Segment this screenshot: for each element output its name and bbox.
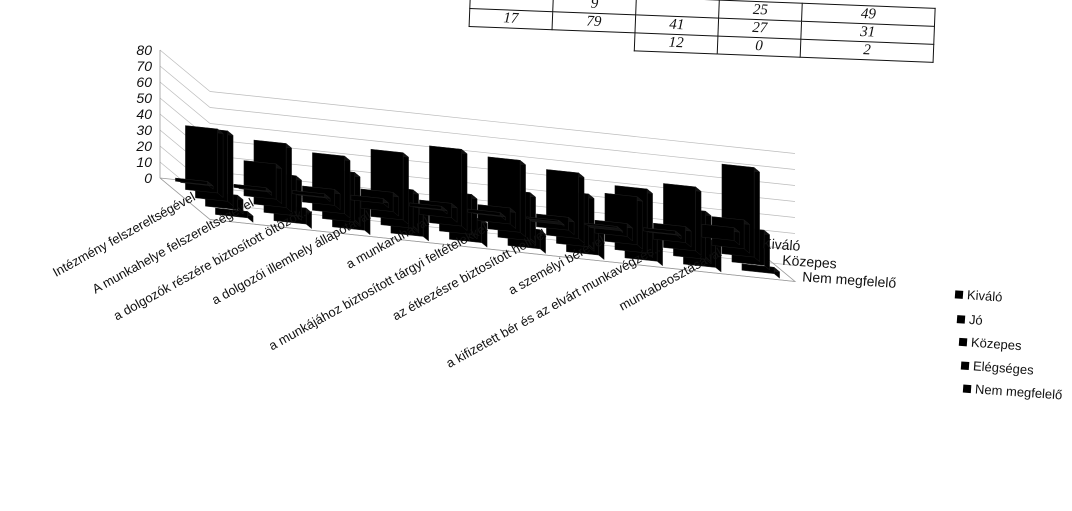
bar [663,184,701,256]
y-tick-label: 40 [136,106,152,122]
y-tick-label: 20 [135,138,152,154]
chart-bars [175,126,779,279]
depth-label: Nem megfelelő [802,268,897,291]
y-tick-label: 50 [136,90,152,106]
bar [429,146,467,231]
bar [185,126,223,198]
legend-label: Kiváló [967,287,1003,304]
depth-label: Kiváló [762,235,801,254]
legend-item: Jó [957,311,984,328]
legend-swatch [959,337,968,346]
legend-swatch [955,290,964,299]
y-tick-label: 60 [136,74,152,90]
y-tick-label: 30 [136,122,152,138]
legend-item: Kiváló [955,286,1003,304]
bar [312,153,350,219]
bar [488,157,526,237]
legend-label: Jó [968,312,983,328]
y-tick-label: 70 [136,58,152,74]
legend-swatch [963,384,972,393]
bar [605,193,643,249]
y-tick-label: 10 [136,154,152,170]
bar [546,170,584,244]
bar [742,264,780,278]
legend-swatch [957,315,966,324]
y-tick-label: 0 [144,170,152,186]
legend-swatch [961,361,970,370]
bar [371,149,409,224]
y-tick-label: 80 [136,42,152,58]
